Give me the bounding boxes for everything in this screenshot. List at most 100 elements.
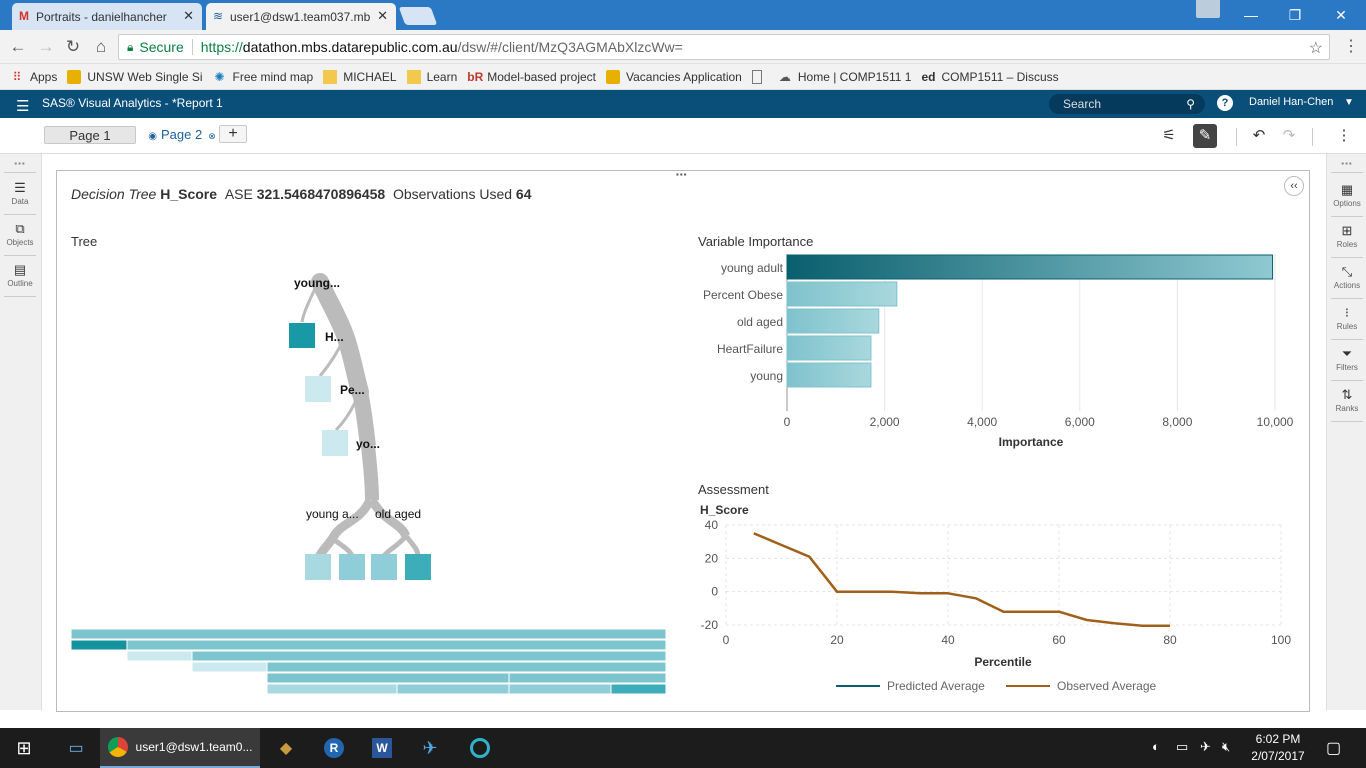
notifications-icon[interactable]: ▢ — [1326, 740, 1342, 757]
help-icon[interactable]: ? — [1217, 95, 1233, 111]
bookmark-star-icon[interactable]: ☆ — [1308, 40, 1323, 57]
overview-block — [610, 683, 667, 695]
interactions-icon[interactable]: ⚟ — [1162, 127, 1176, 144]
back-icon[interactable]: ← — [9, 37, 27, 56]
tab-page-1[interactable]: Page 1 — [44, 126, 136, 144]
right-pane-rules[interactable]: ⁝ Rules — [1327, 301, 1366, 339]
forward-icon[interactable]: → — [37, 37, 55, 56]
close-window-icon[interactable]: ✕ — [1335, 6, 1347, 23]
close-tab-icon[interactable]: ✕ — [183, 8, 194, 23]
bar[interactable] — [786, 362, 872, 388]
home-icon[interactable]: ⌂ — [95, 37, 107, 56]
league-icon[interactable]: ◆ — [279, 740, 293, 757]
taskbar-chrome-window[interactable]: user1@dsw1.team0... — [100, 728, 260, 768]
bookmark-learn[interactable]: Learn — [406, 69, 457, 84]
bar[interactable] — [786, 254, 1274, 280]
restore-icon[interactable]: ❐ — [1288, 6, 1302, 23]
system-clock[interactable]: 6:02 PM 2/07/2017 — [1250, 731, 1306, 765]
bookmark-page[interactable] — [751, 69, 768, 84]
volume-muted-icon[interactable]: 🔇︎ — [1222, 739, 1231, 754]
bookmark-mindmap[interactable]: ✺ Free mind map — [213, 69, 314, 84]
grip-icon[interactable]: ▪▪▪ — [14, 159, 26, 168]
redo-icon[interactable]: ↷ — [1282, 127, 1296, 144]
bookmark-label: Free mind map — [232, 69, 314, 84]
bookmark-model-based[interactable]: bR Model-based project — [467, 70, 596, 84]
tab-close-icon[interactable]: ⊗ — [208, 131, 216, 141]
right-pane-actions[interactable]: ⤡ Actions — [1327, 260, 1366, 298]
edit-mode-icon[interactable]: ✎ — [1193, 124, 1217, 148]
weather-icon[interactable]: ◐ — [1152, 739, 1160, 754]
tree-leaf[interactable] — [305, 376, 331, 402]
tree-leaf[interactable] — [405, 554, 431, 580]
actions-icon: ⤡ — [1341, 264, 1353, 279]
tick-label: -20 — [701, 618, 719, 632]
right-pane-roles[interactable]: ⊞ Roles — [1327, 219, 1366, 257]
airplane-mode-icon[interactable]: ✈ — [1200, 739, 1211, 754]
filter-icon: ⏷ — [1341, 346, 1353, 361]
paper-plane-icon[interactable]: ✈ — [422, 737, 438, 758]
overview-block — [508, 672, 667, 684]
r-icon[interactable]: R — [314, 728, 354, 768]
minimize-icon[interactable]: — — [1244, 7, 1258, 23]
tree-leaf[interactable] — [305, 554, 331, 580]
variable-importance-chart[interactable]: young adult Percent Obese old aged HeartFai… — [690, 250, 1300, 460]
bookmark-unsw[interactable]: UNSW Web Single Si — [67, 69, 203, 84]
bar[interactable] — [786, 335, 872, 361]
browser-tab-sas[interactable]: ≋ user1@dsw1.team037.mb ✕ — [206, 3, 396, 30]
bookmark-comp1511-home[interactable]: ☁ Home | COMP1511 1 — [778, 70, 912, 84]
overview-block — [70, 628, 667, 640]
tick-label: 0 — [711, 585, 718, 599]
reload-icon[interactable]: ↻ — [65, 37, 81, 56]
left-pane-objects[interactable]: ⧉ Objects — [0, 217, 40, 255]
right-pane-filters[interactable]: ⏷ Filters — [1327, 342, 1366, 380]
tree-diagram[interactable]: young... H... Pe... yo... young a... old… — [60, 260, 680, 700]
left-pane-data[interactable]: ☰ Data — [0, 176, 40, 214]
tree-leaf[interactable] — [289, 323, 315, 348]
bookmark-vacancies[interactable]: Vacancies Application — [606, 69, 742, 84]
bookmark-michael[interactable]: MICHAEL — [323, 69, 397, 84]
undo-icon[interactable]: ↶ — [1252, 127, 1266, 144]
windows-start-icon[interactable]: ⊞ — [16, 737, 32, 758]
address-bar[interactable]: 🔒︎ Secure https://datathon.mbs.datarepub… — [118, 34, 1330, 60]
series-line[interactable] — [753, 532, 1170, 628]
profile-icon[interactable] — [1196, 0, 1220, 18]
tree-node-label: H... — [325, 330, 344, 344]
left-pane-outline[interactable]: ▤ Outline — [0, 258, 40, 296]
more-options-icon[interactable]: ⋮ — [1336, 127, 1352, 144]
new-tab-button[interactable] — [398, 7, 438, 25]
tree-leaf[interactable] — [322, 430, 348, 456]
bar[interactable] — [786, 281, 898, 307]
search-input[interactable]: Search ⚲ — [1049, 94, 1205, 114]
browser-tab-gmail[interactable]: M Portraits - danielhancher ✕ — [12, 3, 202, 30]
page-tabs-bar: Page 1 ◉ Page 2 ⊗ + — [0, 118, 1366, 154]
search-icon[interactable]: ⚲ — [1186, 97, 1195, 111]
file-explorer-icon[interactable]: ▭ — [68, 740, 84, 757]
tick-label: 20 — [705, 551, 719, 565]
close-tab-icon[interactable]: ✕ — [377, 8, 388, 23]
pane-divider — [1331, 380, 1363, 381]
collapse-icon[interactable]: ‹‹ — [1284, 176, 1304, 196]
chrome-menu-icon[interactable]: ⋮ — [1343, 38, 1359, 55]
pane-label: Rules — [1336, 322, 1358, 331]
tree-leaf[interactable] — [371, 554, 397, 580]
tree-overview[interactable] — [70, 628, 667, 695]
battery-icon[interactable]: ▭ — [1176, 739, 1189, 754]
hamburger-menu-icon[interactable]: ☰ — [16, 98, 30, 115]
right-pane-ranks[interactable]: ⇅ Ranks — [1327, 383, 1366, 421]
add-page-button[interactable]: + — [219, 125, 247, 143]
right-pane-options[interactable]: ▦ Options — [1327, 178, 1366, 216]
drag-handle-icon[interactable]: ▪▪▪ — [676, 170, 688, 179]
chevron-down-icon[interactable]: ▼ — [1344, 97, 1354, 108]
bar[interactable] — [786, 308, 880, 334]
tab-page-2[interactable]: ◉ Page 2 ⊗ — [146, 126, 218, 144]
tick-label: 4,000 — [967, 415, 997, 429]
tree-leaf[interactable] — [339, 554, 365, 580]
bookmark-apps[interactable]: ⠿ Apps — [10, 70, 58, 84]
grip-icon[interactable]: ▪▪▪ — [1341, 159, 1353, 168]
word-icon[interactable]: W — [362, 728, 402, 768]
app-swirl-icon[interactable] — [460, 728, 500, 768]
bookmark-comp1511-discuss[interactable]: ed COMP1511 – Discuss — [921, 70, 1058, 84]
obs-label: Observations Used — [392, 186, 513, 202]
user-name[interactable]: Daniel Han-Chen — [1249, 96, 1334, 108]
